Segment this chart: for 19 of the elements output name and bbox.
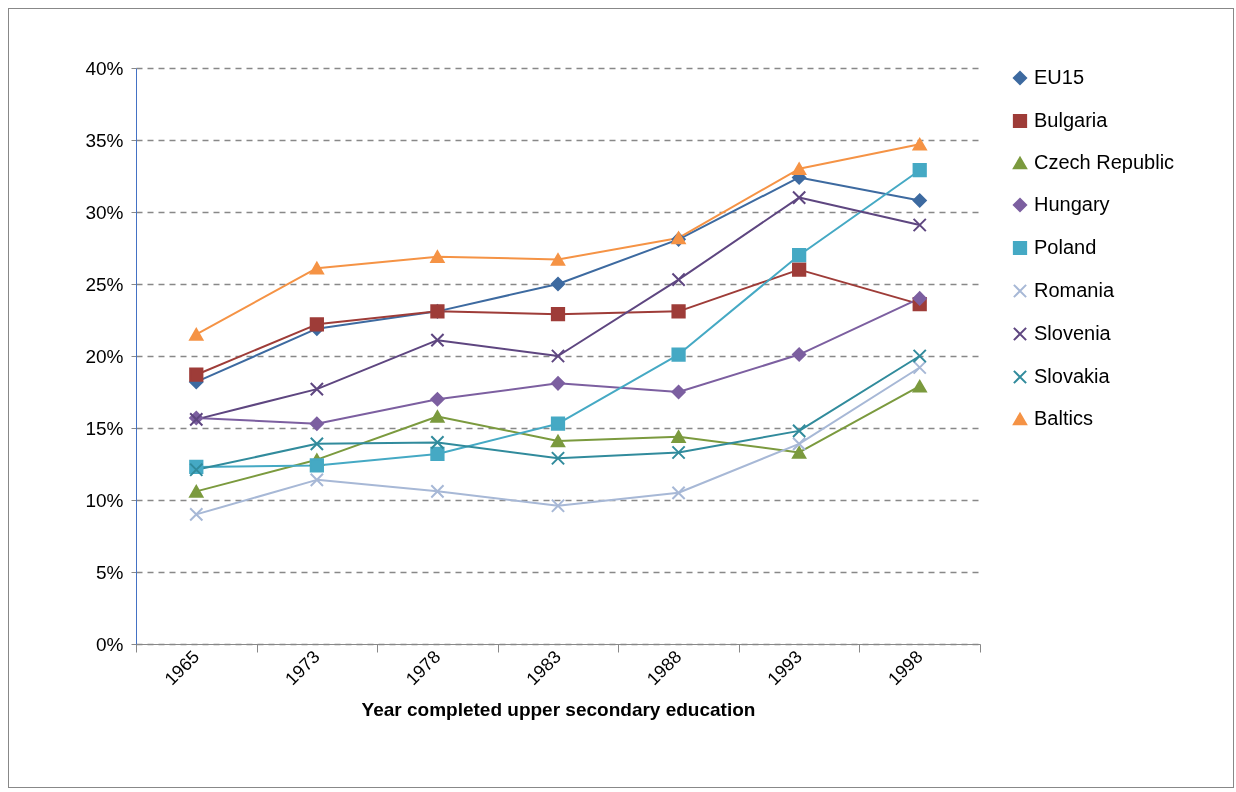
y-tick-label: 25%	[85, 273, 124, 295]
y-tick-label: 10%	[85, 489, 124, 511]
y-tick-label: 5%	[96, 561, 124, 583]
y-tick-label: 30%	[85, 201, 124, 223]
legend-label: EU15	[1034, 66, 1085, 88]
legend-label: Slovakia	[1034, 365, 1111, 387]
y-tick-label: 40%	[85, 57, 124, 79]
legend-label: Slovenia	[1034, 322, 1112, 344]
legend-label: Czech Republic	[1034, 151, 1175, 173]
legend-label: Romania	[1034, 279, 1115, 301]
legend-label: Poland	[1034, 236, 1097, 258]
y-tick-label: 35%	[85, 129, 124, 151]
y-tick-label: 0%	[96, 633, 124, 655]
legend-label: Hungary	[1034, 193, 1110, 215]
x-axis-title: Year completed upper secondary education	[361, 699, 756, 721]
y-tick-label: 20%	[85, 345, 124, 367]
legend-label: Baltics	[1034, 407, 1093, 429]
y-tick-label: 15%	[85, 417, 124, 439]
legend-label: Bulgaria	[1034, 109, 1109, 131]
